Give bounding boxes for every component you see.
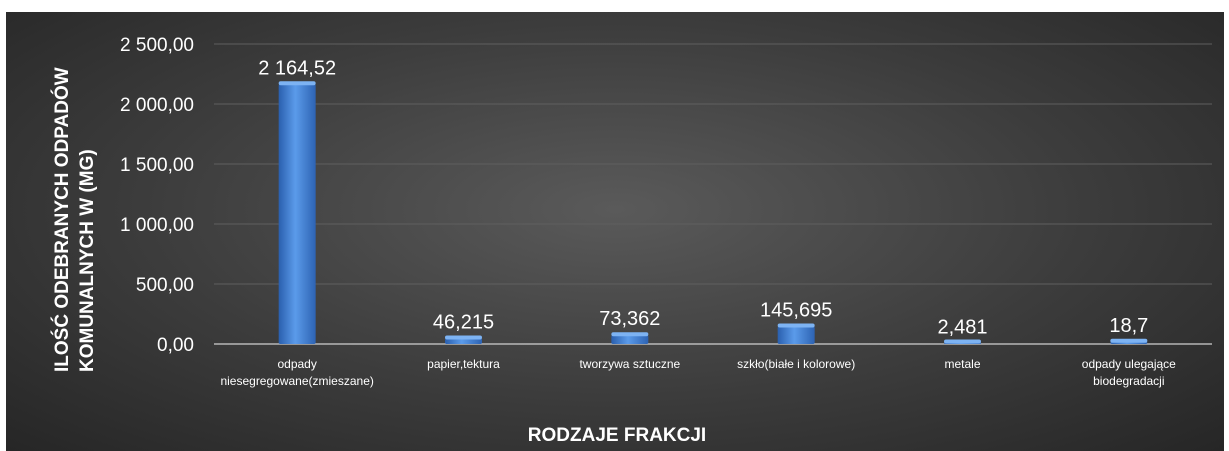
category-label: metale: [944, 357, 980, 371]
bar-cap: [1110, 338, 1148, 343]
y-tick-label: 2 500,00: [120, 35, 194, 56]
data-label: 145,695: [760, 300, 832, 322]
category-label: odpady niesegregowane(zmieszane): [220, 357, 373, 388]
bar: [278, 84, 316, 344]
category-label: szkło(białe i kolorowe): [737, 357, 855, 371]
bar-cap: [777, 323, 815, 328]
y-axis-title-line-1: ILOŚĆ ODEBRANYCH ODPADÓW: [51, 67, 73, 372]
category-label: papier,tektura: [427, 357, 500, 371]
category-label: tworzywa sztuczne: [579, 357, 680, 371]
x-axis-title: RODZAJE FRAKCJI: [528, 425, 706, 446]
data-label: 46,215: [433, 311, 494, 333]
y-tick-label: 2 000,00: [120, 95, 194, 116]
bar: [445, 338, 482, 344]
bar-cap: [278, 81, 316, 86]
data-label: 18,7: [1109, 315, 1148, 337]
y-tick-label: 0,00: [157, 335, 194, 356]
y-tick-label: 1 500,00: [120, 155, 194, 176]
y-axis-title-line-2: KOMUNALNYCH W (MG): [77, 149, 98, 372]
bar: [777, 326, 815, 344]
y-tick-label: 1 000,00: [120, 215, 194, 236]
bar-cap: [611, 332, 649, 337]
bar-cap: [445, 335, 482, 340]
data-label: 73,362: [599, 308, 660, 330]
data-label: 2,481: [937, 317, 987, 339]
y-tick-label: 500,00: [136, 275, 194, 296]
data-label: 2 164,52: [258, 57, 336, 79]
bar: [611, 335, 649, 344]
bar-cap: [944, 339, 981, 344]
y-axis-title: ILOŚĆ ODEBRANYCH ODPADÓW KOMUNALNYCH W (…: [51, 62, 98, 372]
chart-frame: [6, 12, 1224, 451]
category-label: odpady ulegające biodegradacji: [1082, 357, 1176, 388]
